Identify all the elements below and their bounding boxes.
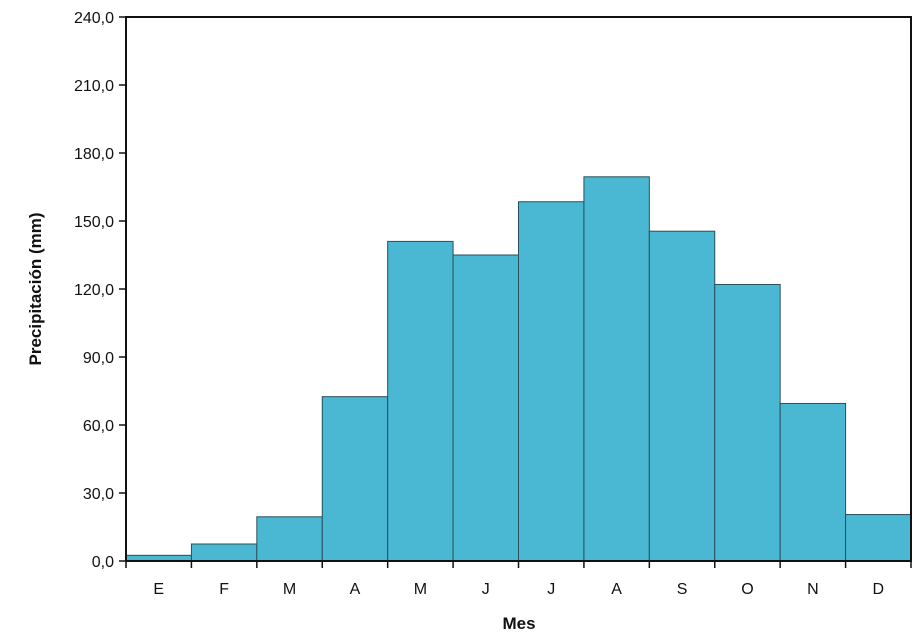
bars-layer [125, 176, 912, 562]
x-tick-label: O [741, 581, 753, 598]
y-tick-label: 60,0 [83, 418, 114, 435]
y-tick-label: 210,0 [74, 78, 114, 95]
y-axis-title: Precipitación (mm) [26, 212, 45, 365]
y-tick-label: 180,0 [74, 146, 114, 163]
x-tick-label: F [219, 581, 229, 598]
x-tick-label: D [873, 581, 885, 598]
bar-9 [648, 230, 716, 562]
bar-5 [387, 240, 454, 562]
x-tick-label: A [611, 581, 622, 598]
x-tick-label: M [414, 581, 427, 598]
y-tick-label: 240,0 [74, 10, 114, 27]
bar-2 [190, 543, 258, 562]
x-tick-label: N [807, 581, 819, 598]
bar-10 [714, 283, 781, 562]
x-tick-label: E [153, 581, 164, 598]
axes-layer [119, 16, 912, 568]
y-tick-label: 120,0 [74, 282, 114, 299]
y-tick-label: 0,0 [92, 554, 114, 571]
bar-8 [583, 176, 650, 562]
bar-3 [256, 516, 323, 562]
bar-12 [845, 514, 912, 562]
y-tick-label: 90,0 [83, 350, 114, 367]
bar-11 [779, 402, 847, 562]
x-axis-title: Mes [502, 614, 535, 633]
x-tick-label: J [482, 581, 490, 598]
x-tick-label: M [283, 581, 296, 598]
bar-4 [321, 396, 389, 562]
bar-7 [518, 201, 585, 562]
x-tick-label: A [350, 581, 361, 598]
bar-6 [452, 254, 519, 562]
labels-layer: 0,0 30,0 60,0 90,0 120,0 150,0 180,0 210,0 240,0… [74, 10, 884, 598]
x-tick-label: S [677, 581, 688, 598]
x-tick-label: J [547, 581, 555, 598]
y-tick-label: 30,0 [83, 486, 114, 503]
y-tick-label: 150,0 [74, 214, 114, 231]
